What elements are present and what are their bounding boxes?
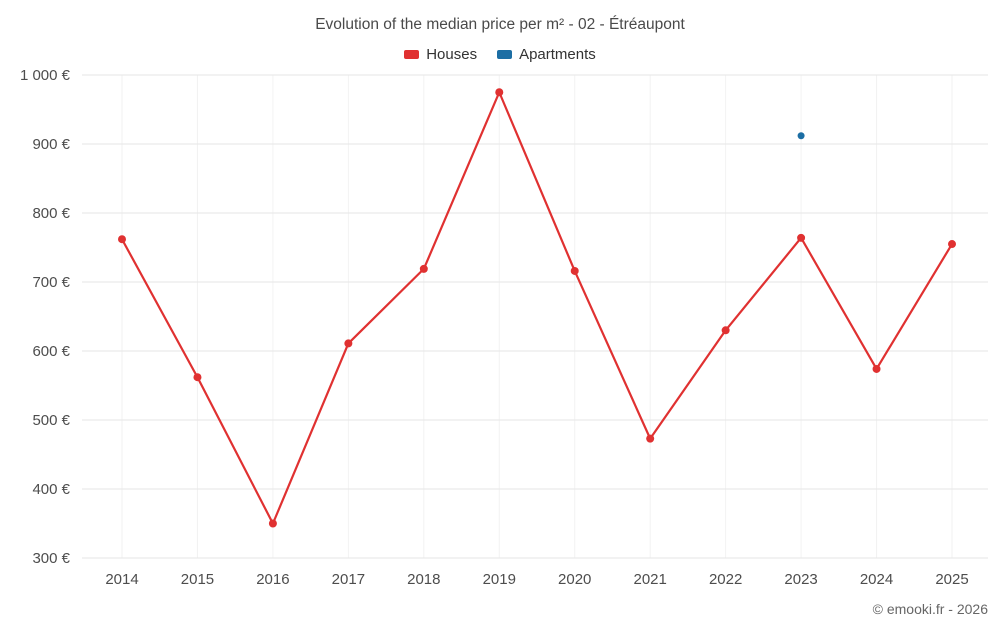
- credit-text: © emooki.fr - 2026: [872, 601, 988, 617]
- houses-legend-marker: [404, 50, 420, 59]
- x-axis-label: 2025: [935, 571, 968, 588]
- x-axis-label: 2020: [558, 571, 591, 588]
- houses-point-2019[interactable]: [495, 88, 504, 97]
- x-axis-label: 2015: [181, 571, 214, 588]
- y-axis-label: 400 €: [32, 481, 70, 498]
- y-axis-label: 300 €: [32, 550, 70, 567]
- x-axis-label: 2024: [860, 571, 893, 588]
- apartments-legend-label: Apartments: [519, 46, 596, 63]
- y-axis-label: 600 €: [32, 343, 70, 360]
- houses-point-2025[interactable]: [948, 240, 956, 249]
- legend-item-houses[interactable]: Houses: [404, 46, 477, 63]
- x-axis-label: 2023: [784, 571, 817, 588]
- x-axis-label: 2019: [483, 571, 516, 588]
- houses-point-2018[interactable]: [419, 264, 428, 273]
- legend-item-apartments[interactable]: Apartments: [497, 46, 596, 63]
- houses-point-2024[interactable]: [872, 364, 881, 373]
- x-axis-label: 2022: [709, 571, 742, 588]
- houses-point-2021[interactable]: [646, 434, 655, 443]
- x-axis-label: 2018: [407, 571, 440, 588]
- houses-line: [120, 91, 954, 525]
- apartments-legend-marker: [497, 50, 513, 59]
- y-axis-label: 1 000 €: [20, 67, 71, 84]
- y-axis-label: 700 €: [32, 274, 70, 291]
- y-axis-label: 500 €: [32, 412, 70, 429]
- houses-point-2014[interactable]: [118, 235, 126, 244]
- houses-point-2016[interactable]: [268, 519, 277, 528]
- legend: Houses Apartments: [0, 46, 1000, 63]
- x-axis-label: 2021: [633, 571, 666, 588]
- apartments-point-2023[interactable]: [797, 132, 805, 140]
- y-axis-label: 800 €: [32, 205, 70, 222]
- houses-point-2023[interactable]: [797, 233, 806, 242]
- x-axis-label: 2016: [256, 571, 289, 588]
- y-axis-label: 900 €: [32, 136, 70, 153]
- houses-point-2020[interactable]: [570, 266, 579, 275]
- chart-title: Evolution of the median price per m² - 0…: [315, 16, 685, 33]
- x-axis-label: 2014: [105, 571, 138, 588]
- houses-legend-label: Houses: [426, 46, 478, 63]
- houses-point-2017[interactable]: [344, 339, 353, 348]
- houses-point-2022[interactable]: [721, 326, 730, 335]
- x-axis-label: 2017: [332, 571, 365, 588]
- houses-point-2015[interactable]: [193, 373, 202, 382]
